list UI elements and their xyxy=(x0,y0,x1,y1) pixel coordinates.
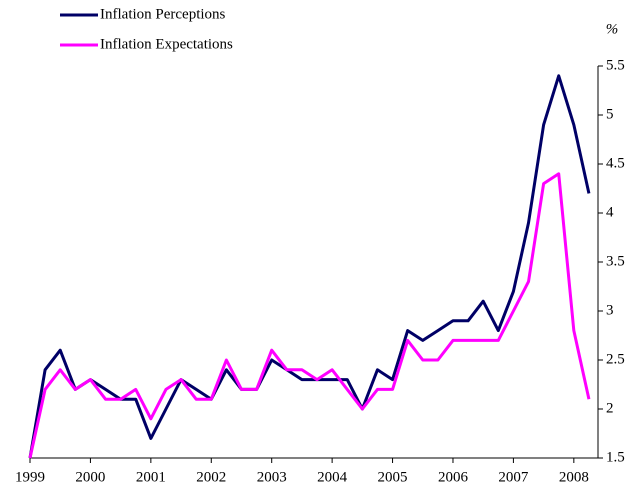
y-tick-label: 5.5 xyxy=(606,57,625,73)
x-tick-label: 2001 xyxy=(136,469,166,485)
y-tick-label: 2 xyxy=(606,400,614,416)
x-tick-label: 2002 xyxy=(196,469,226,485)
y-tick-label: 4.5 xyxy=(606,155,625,171)
x-tick-label: 1999 xyxy=(15,469,45,485)
x-tick-label: 2004 xyxy=(317,469,348,485)
x-tick-label: 2007 xyxy=(498,469,529,485)
y-tick-label: 1.5 xyxy=(606,449,625,465)
y-tick-label: 3 xyxy=(606,302,614,318)
y-tick-label: 4 xyxy=(606,204,614,220)
legend-label: Inflation Expectations xyxy=(100,36,233,52)
x-tick-label: 2008 xyxy=(559,469,589,485)
series-line xyxy=(28,172,591,459)
legend-label: Inflation Perceptions xyxy=(100,6,226,22)
x-tick-label: 2005 xyxy=(378,469,408,485)
x-tick-label: 2000 xyxy=(75,469,105,485)
y-tick-label: 2.5 xyxy=(606,351,625,367)
y-tick-label: 3.5 xyxy=(606,253,625,269)
x-tick-label: 2006 xyxy=(438,469,469,485)
x-tick-label: 2003 xyxy=(257,469,287,485)
y-tick-label: 5 xyxy=(606,106,614,122)
y-axis-label: % xyxy=(606,21,619,37)
